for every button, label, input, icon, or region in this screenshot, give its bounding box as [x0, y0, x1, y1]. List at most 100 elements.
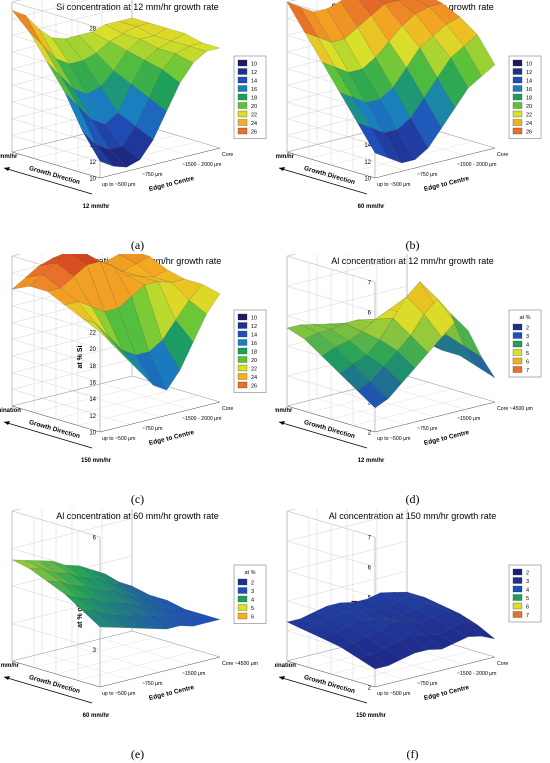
legend-label: 2	[251, 581, 254, 587]
z-tick-label: 6	[368, 566, 372, 572]
growth-arrow	[3, 167, 93, 195]
z-axis-label: at % Si	[77, 345, 84, 368]
x-tick-label: ~1500 μm	[182, 671, 205, 677]
panel-label: (f)	[406, 747, 419, 761]
legend-swatch	[237, 604, 248, 611]
chart-panel: Al concentration at 12 mm/hr growth rate…	[275, 254, 550, 508]
z-tick-label: 12	[364, 160, 371, 166]
growth-arrowhead	[4, 167, 10, 171]
legend-label: 10	[526, 62, 532, 68]
z-tick-label: 22	[89, 331, 96, 337]
legend-label: 22	[251, 113, 257, 119]
z-tick-label: 16	[89, 381, 96, 387]
growth-arrow	[3, 421, 93, 449]
legend-label: 20	[526, 104, 532, 110]
legend-label: 6	[526, 360, 529, 366]
grid-line	[330, 388, 452, 420]
legend-swatch	[512, 611, 523, 618]
legend-swatch	[237, 347, 248, 355]
legend-swatch	[512, 585, 523, 593]
x-tick-label: up to ~500 μm	[102, 691, 135, 697]
chart-title: Al concentration at 150 mm/hr growth rat…	[328, 511, 497, 521]
z-tick-label: 14	[364, 143, 371, 149]
legend-swatch	[237, 322, 248, 329]
z-tick-label: 6	[93, 536, 97, 542]
chart-panel: Si concentration at 150 mm/hr growth rat…	[0, 254, 275, 508]
legend-swatch	[237, 102, 248, 109]
surface-patch	[25, 15, 57, 59]
z-tick-label: 28	[89, 27, 96, 33]
growth-arrow	[278, 676, 368, 704]
legend-swatch	[237, 578, 248, 586]
legend-label: 26	[526, 130, 532, 136]
legend-label: 18	[251, 350, 257, 356]
y-end-label-far: 60 mm/hr	[0, 154, 18, 160]
legend-swatch	[512, 119, 523, 126]
chart-panel: Si concentration at 12 mm/hr growth rate…	[0, 0, 275, 254]
legend-swatch	[237, 381, 248, 389]
y-end-label-near: 150 mm/hr	[356, 713, 387, 719]
legend-label: 20	[251, 358, 257, 364]
legend-swatch	[512, 366, 523, 373]
surface-patch	[463, 34, 496, 77]
legend-swatch	[512, 68, 523, 75]
legend-swatch	[237, 313, 248, 321]
legend-title: at %	[244, 570, 255, 576]
legend-label: 26	[251, 384, 257, 390]
legend-label: 6	[526, 605, 529, 611]
surface-patch	[188, 614, 221, 623]
y-end-label-near: 150 mm/hr	[81, 458, 112, 464]
surface-patch	[188, 42, 221, 52]
y-end-label-near: 60 mm/hr	[83, 713, 110, 719]
legend-label: 16	[526, 87, 532, 93]
legend-swatch	[512, 102, 523, 109]
growth-arrow	[3, 676, 93, 704]
surface-patch	[11, 10, 44, 46]
legend-swatch	[237, 595, 248, 603]
grid-line	[55, 388, 177, 420]
surface-patch	[464, 621, 496, 640]
legend-swatch	[237, 93, 248, 101]
legend-swatch	[237, 110, 248, 118]
legend-swatch	[237, 364, 248, 372]
legend-label: 4	[526, 343, 529, 349]
z-tick-label: 7	[368, 281, 372, 287]
legend-swatch	[512, 93, 523, 101]
legend-swatch	[512, 76, 523, 84]
legend-swatch	[237, 330, 248, 338]
z-tick-label: 2	[368, 431, 372, 437]
y-end-label-far: 60 mm/hr	[275, 408, 293, 414]
growth-arrowhead	[4, 676, 10, 680]
z-tick-label: 3	[368, 401, 372, 407]
grid-line	[33, 637, 155, 668]
legend-label: 26	[251, 130, 257, 136]
legend-swatch	[512, 594, 523, 601]
x-tick-label: ~1500 - 2000 μm	[182, 162, 221, 168]
x-tick-label: ~750 μm	[142, 172, 162, 178]
grid-line	[55, 643, 177, 675]
legend-label: 24	[251, 375, 257, 381]
legend-swatch	[512, 323, 523, 331]
x-tick-label: Core	[222, 152, 233, 158]
legend-label: 7	[526, 368, 529, 374]
legend-swatch	[512, 85, 523, 92]
legend-swatch	[512, 110, 523, 118]
legend-label: 12	[526, 70, 532, 76]
x-tick-label: Core ~4500 μm	[222, 661, 258, 667]
z-tick-label: 10	[89, 177, 96, 183]
legend-label: 18	[526, 96, 532, 102]
x-tick-label: Core ~4500 μm	[497, 406, 533, 412]
z-tick-label: 12	[89, 414, 96, 420]
grid-line	[101, 638, 191, 665]
legend-label: 12	[251, 324, 257, 330]
legend-label: 22	[526, 113, 532, 119]
chart-title: Si concentration at 12 mm/hr growth rate	[56, 2, 219, 12]
legend-label: 20	[251, 104, 257, 110]
legend-label: 4	[526, 588, 529, 594]
legend-label: 14	[251, 333, 257, 339]
legend-swatch	[237, 373, 248, 380]
chart-panel: Al concentration at 150 mm/hr growth rat…	[275, 509, 550, 763]
growth-arrow	[278, 167, 368, 195]
